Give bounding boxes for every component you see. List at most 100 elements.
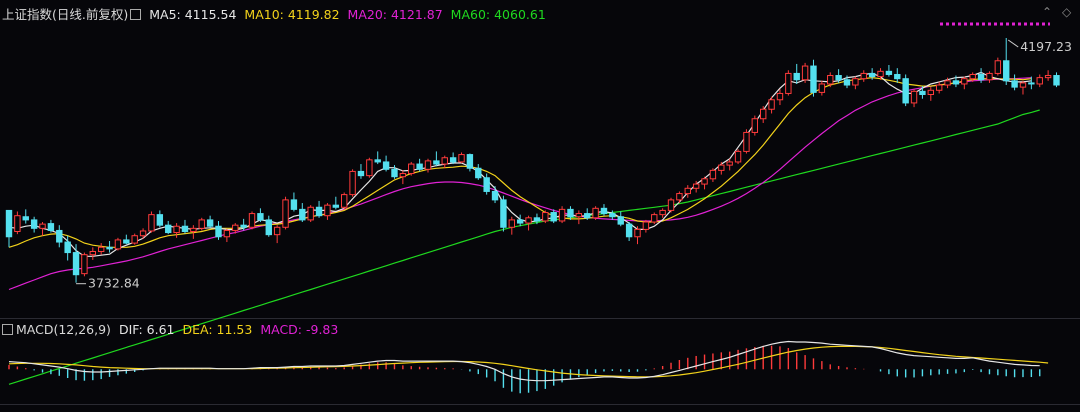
candle [1003, 37, 1010, 86]
candle [827, 72, 834, 88]
candle [181, 219, 189, 234]
candle-body [659, 209, 666, 216]
candle [676, 191, 683, 204]
candle [902, 74, 909, 107]
candle-body [843, 79, 851, 86]
candle-body [106, 246, 113, 250]
candle [500, 195, 507, 232]
candle-body [1036, 77, 1043, 85]
candle [47, 219, 55, 233]
candle-body [30, 219, 38, 229]
candle-body [416, 163, 423, 170]
candle [835, 69, 842, 83]
candle [860, 70, 867, 82]
candle-body [927, 89, 934, 95]
dif-line [8, 340, 1040, 382]
candle-body [558, 208, 566, 222]
candle-body [533, 217, 541, 222]
candle [558, 206, 566, 224]
candle-body [97, 246, 105, 253]
candle [994, 57, 1002, 76]
settings-square-icon[interactable] [130, 9, 142, 20]
candle [458, 152, 465, 163]
candle-body [885, 70, 893, 75]
candle-body [810, 65, 817, 93]
candle [72, 244, 80, 283]
candle [701, 176, 708, 190]
grid-lines [0, 318, 1080, 405]
candle-body [567, 208, 574, 218]
candle-body [22, 216, 29, 221]
candle [935, 81, 943, 94]
candle [248, 211, 256, 230]
candle-body [642, 221, 650, 230]
candle [734, 149, 742, 165]
candle [617, 211, 624, 227]
candle [1036, 74, 1043, 88]
candle-body [39, 223, 46, 229]
candle [667, 197, 675, 213]
candle-body [894, 73, 901, 80]
candle [801, 62, 809, 83]
candle [533, 213, 541, 225]
candle [441, 155, 448, 169]
candle-body [449, 157, 457, 163]
candle [852, 76, 859, 90]
candle [139, 228, 147, 239]
settings-square-icon[interactable] [2, 324, 13, 335]
candle [449, 152, 457, 165]
candle [743, 129, 750, 154]
candle-body [592, 207, 599, 219]
candle-body [374, 159, 381, 163]
candle [416, 158, 423, 172]
candle-body [760, 108, 767, 120]
candle-body [785, 72, 792, 94]
candle-body [977, 73, 985, 81]
candle-body [433, 160, 440, 165]
candle-body [206, 219, 214, 227]
candle-body [424, 160, 432, 170]
candle-body [324, 204, 331, 217]
candle [433, 151, 440, 167]
candle [14, 211, 21, 235]
candle-body [609, 213, 616, 218]
candle [382, 155, 390, 172]
candle-body [692, 183, 700, 189]
macd-legend: MACD(12,26,9) DIF: 6.61 DEA: 11.53 MACD: -9… [2, 322, 346, 337]
candle [131, 233, 138, 245]
candle [810, 59, 817, 97]
candle [642, 219, 650, 233]
candle-body [625, 223, 633, 238]
candle-body [248, 213, 256, 228]
candle [977, 68, 985, 83]
candle-body [1011, 80, 1018, 88]
candle [475, 164, 482, 180]
candle [785, 70, 792, 96]
diamond-icon[interactable]: ◇ [1062, 5, 1072, 19]
candle-body [684, 187, 691, 195]
candle-body [475, 167, 482, 179]
candle [508, 216, 516, 235]
candle-body [575, 213, 583, 218]
candle [634, 226, 641, 245]
candle [659, 208, 666, 218]
annotations: 4197.23 3732.84 [76, 22, 1072, 291]
candle [625, 222, 633, 241]
candle-body [265, 219, 272, 236]
candle [198, 217, 205, 231]
ma60-legend: MA60: 4060.61 [450, 7, 546, 22]
candle-body [550, 212, 557, 222]
candle [768, 96, 775, 114]
candle [332, 196, 340, 210]
candle [760, 106, 767, 123]
candle [516, 214, 524, 227]
candle-body [357, 170, 365, 177]
candle-body [282, 199, 289, 228]
candle [64, 235, 71, 261]
candle-body [399, 173, 407, 178]
candle [299, 203, 306, 223]
chevron-up-icon[interactable]: ⌃ [1042, 5, 1053, 19]
candle-body [148, 214, 155, 232]
